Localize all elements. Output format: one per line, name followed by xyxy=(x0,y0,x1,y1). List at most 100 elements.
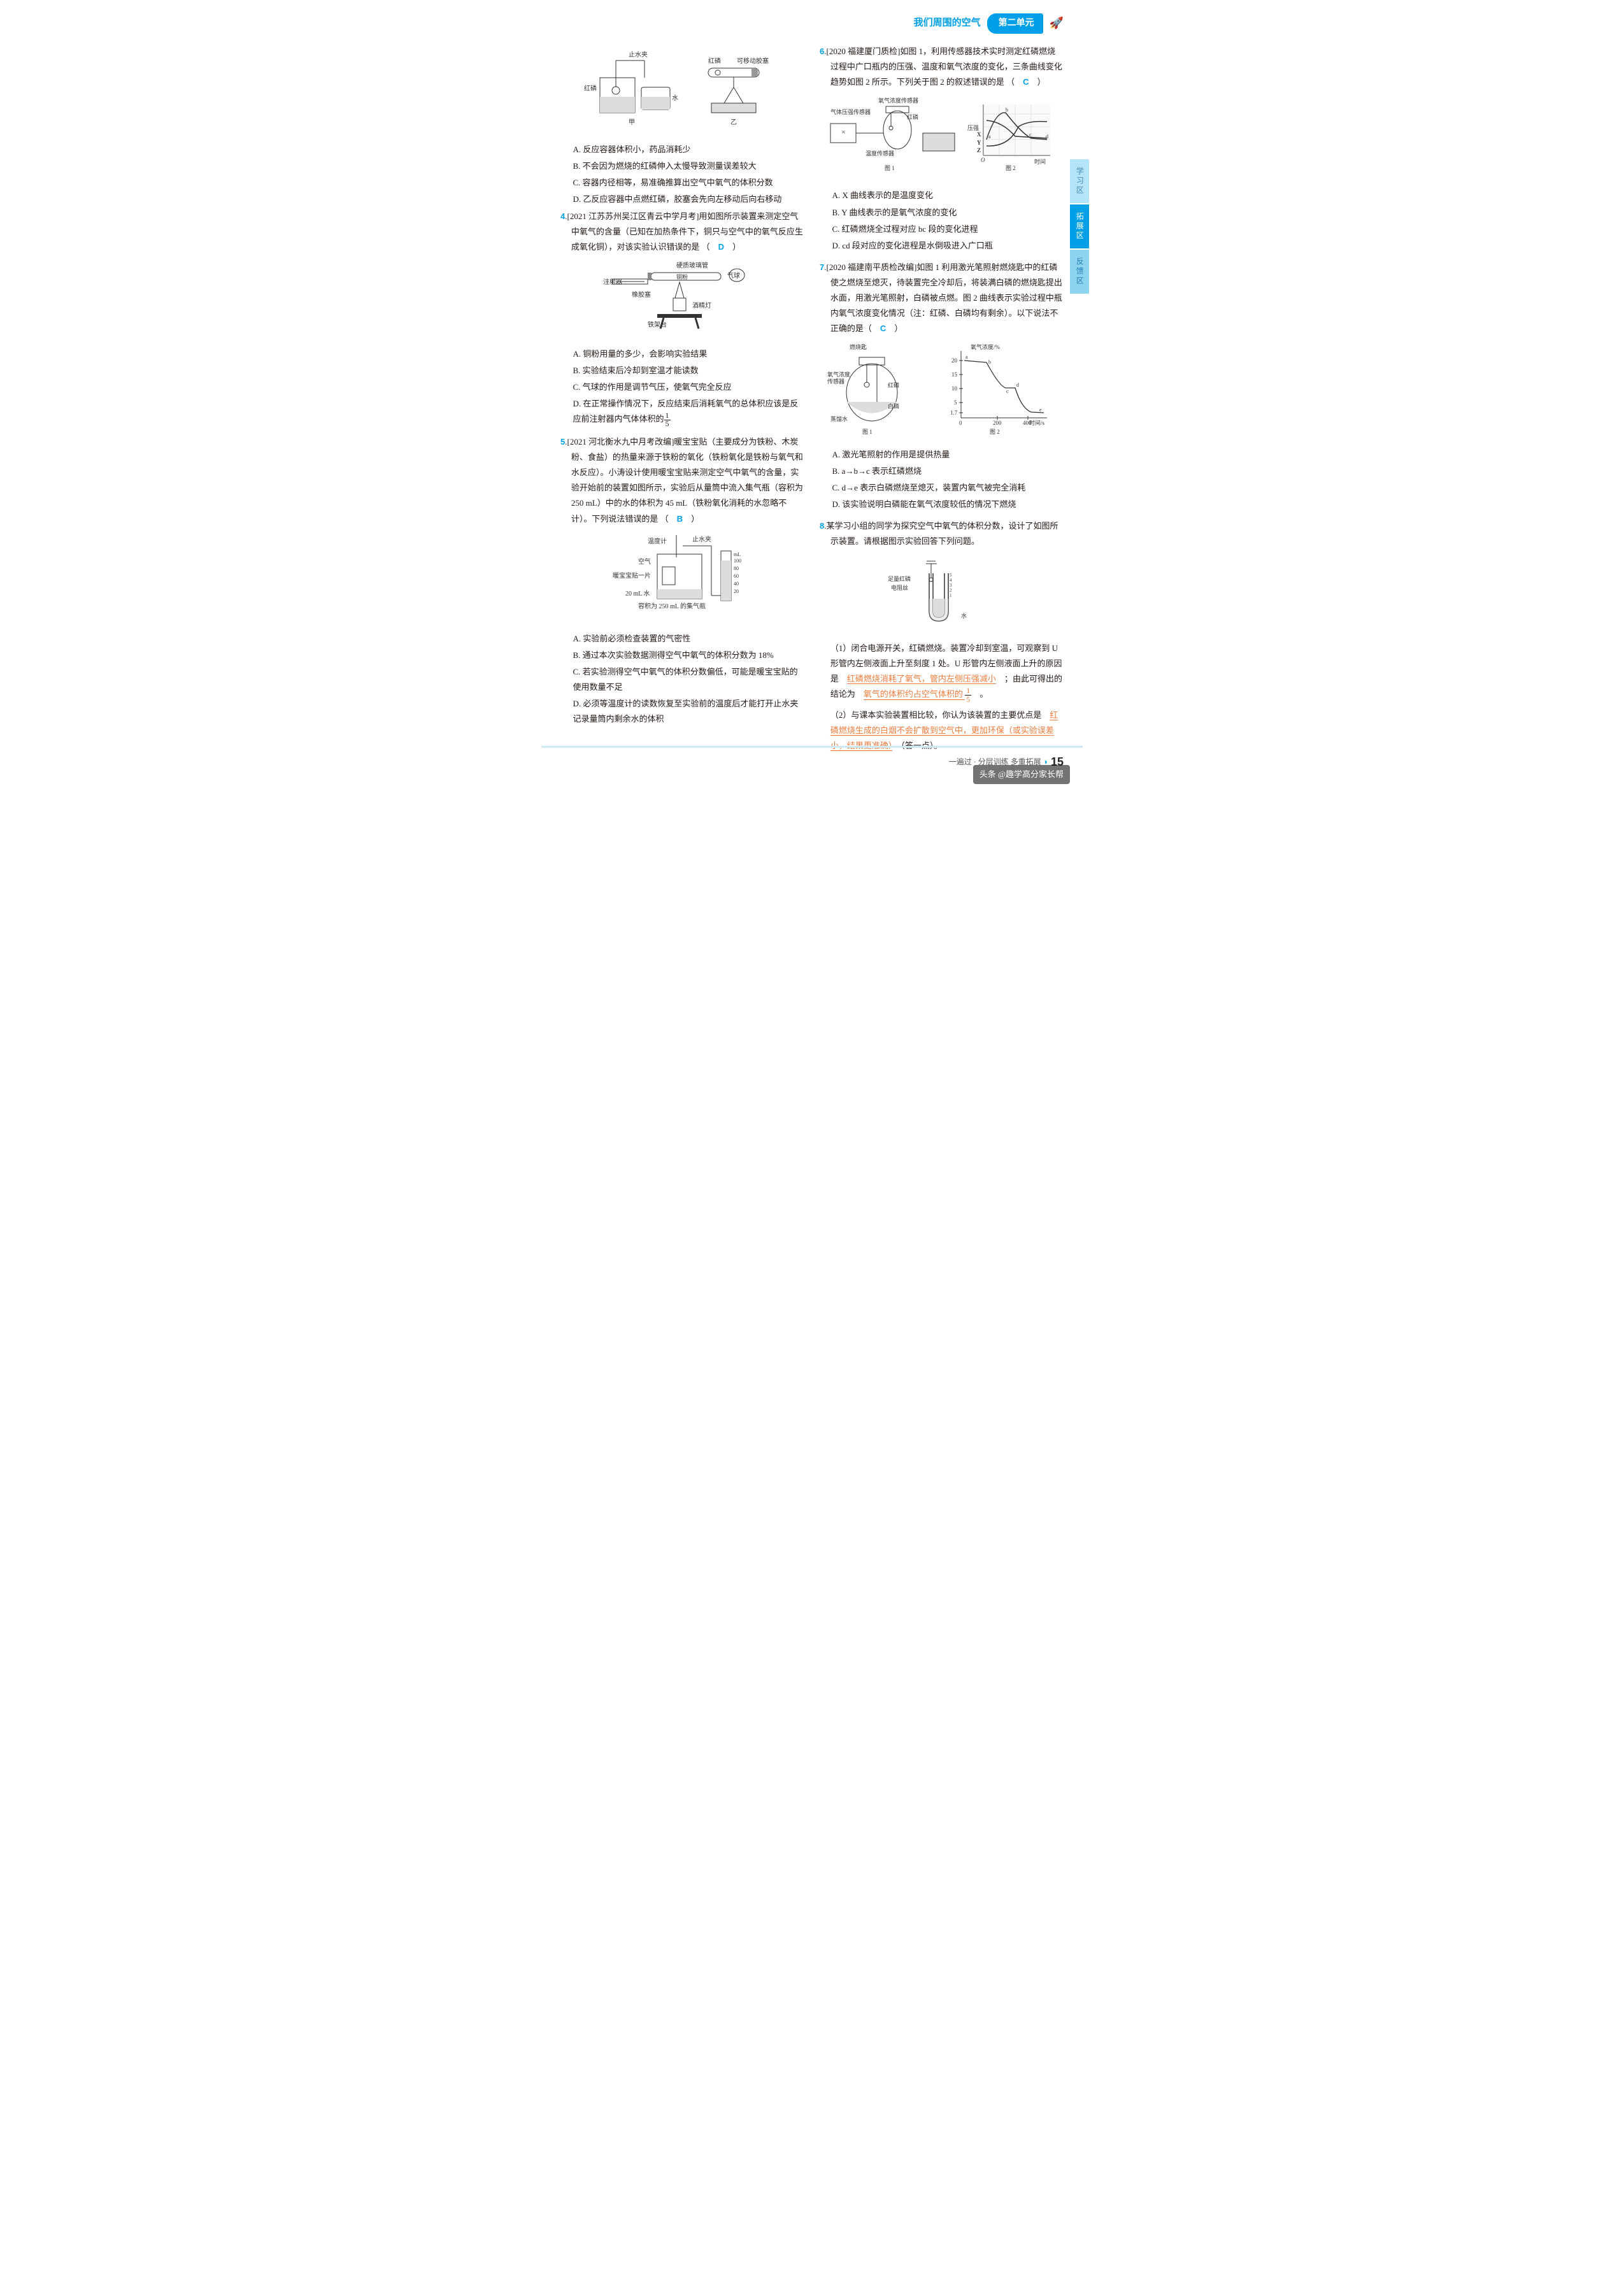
svg-text:b: b xyxy=(988,359,991,365)
svg-text:80: 80 xyxy=(734,566,739,571)
svg-text:甲: 甲 xyxy=(629,119,635,126)
svg-text:1: 1 xyxy=(950,593,952,598)
q8-p1-ans1: 红磷燃烧消耗了氧气，管内左侧压强减小 xyxy=(847,674,996,683)
svg-text:暖宝宝贴一片: 暖宝宝贴一片 xyxy=(613,571,651,580)
svg-text:图 1: 图 1 xyxy=(862,429,873,435)
q6-answer: C xyxy=(1023,77,1029,87)
svg-text:d: d xyxy=(1016,382,1019,388)
svg-text:b: b xyxy=(1006,107,1008,113)
svg-text:可移动胶塞: 可移动胶塞 xyxy=(737,57,769,65)
q6-options: A. X 曲线表示的是温度变化 B. Y 曲线表示的是氧气浓度的变化 C. 红磷… xyxy=(820,188,1064,253)
svg-text:容积为 250 mL 的集气瓶: 容积为 250 mL 的集气瓶 xyxy=(638,602,706,610)
svg-text:止水夹: 止水夹 xyxy=(629,50,648,59)
svg-text:图 2: 图 2 xyxy=(990,429,1000,435)
svg-text:时间/s: 时间/s xyxy=(1029,419,1045,426)
q7-figure: 燃烧匙 氧气浓度传感器 红磷 白磷 蒸馏水 图 1 20 15 10 5 1.7… xyxy=(820,341,1064,442)
rocket-icon: 🚀 xyxy=(1050,13,1064,34)
svg-text:足量红磷: 足量红磷 xyxy=(888,575,911,582)
svg-text:100: 100 xyxy=(734,558,741,564)
q4-num: 4 xyxy=(560,211,565,221)
svg-text:乙: 乙 xyxy=(730,118,737,126)
unit-badge: 第二单元 xyxy=(987,13,1043,34)
svg-text:白磷: 白磷 xyxy=(888,403,899,410)
svg-text:Z: Z xyxy=(977,147,981,154)
q6-figure: 氧气浓度传感器 气体压强传感器 × 红磷 温度传感器 图 1 xyxy=(820,95,1064,183)
svg-text:温度传感器: 温度传感器 xyxy=(865,150,894,157)
q5-figure: 温度计 止水夹 空气 暖宝宝贴一片 20 mL 水 容积为 250 mL 的集气… xyxy=(560,532,804,626)
svg-text:红磷: 红磷 xyxy=(708,57,721,65)
watermark: 头条 @趣学高分家长帮 xyxy=(973,765,1070,784)
svg-text:蒸馏水: 蒸馏水 xyxy=(830,415,848,422)
svg-text:4: 4 xyxy=(950,578,952,583)
q4-options: A. 铜粉用量的多少，会影响实验结果 B. 实验结束后冷却到室温才能读数 C. … xyxy=(560,346,804,429)
svg-text:燃烧匙: 燃烧匙 xyxy=(850,343,867,350)
svg-text:橡胶塞: 橡胶塞 xyxy=(632,290,651,299)
svg-text:氧气浓度/%: 氧气浓度/% xyxy=(971,343,1001,350)
svg-text:20 mL 水: 20 mL 水 xyxy=(625,590,650,597)
svg-text:硬质玻璃管: 硬质玻璃管 xyxy=(676,261,708,269)
svg-text:红磷: 红磷 xyxy=(907,113,918,120)
svg-text:空气: 空气 xyxy=(638,557,651,566)
q7-options: A. 激光笔照射的作用是提供热量 B. a→b→c 表示红磷燃烧 C. d→e … xyxy=(820,447,1064,512)
svg-text:氧气浓度传感器: 氧气浓度传感器 xyxy=(878,97,918,104)
tab-feedback[interactable]: 反馈区 xyxy=(1070,250,1089,294)
svg-text:红磷: 红磷 xyxy=(584,84,597,92)
svg-text:时间: 时间 xyxy=(1034,158,1046,165)
svg-text:压强: 压强 xyxy=(967,125,979,131)
q6-stem: 6.[2020 福建厦门质检]如图 1，利用传感器技术实时测定红磷燃烧过程中广口… xyxy=(820,44,1064,90)
svg-text:传感器: 传感器 xyxy=(827,378,844,385)
svg-text:止水夹: 止水夹 xyxy=(692,535,711,543)
q4-answer: D xyxy=(718,242,724,252)
svg-text:5: 5 xyxy=(954,399,957,406)
svg-text:气体压强传感器: 气体压强传感器 xyxy=(830,108,871,115)
q4-stem: 4.[2021 江苏苏州吴江区青云中学月考]用如图所示装置来测定空气中氧气的含量… xyxy=(560,209,804,255)
tab-expand[interactable]: 拓展区 xyxy=(1070,204,1089,248)
svg-text:图 1: 图 1 xyxy=(885,165,895,171)
svg-text:红磷: 红磷 xyxy=(888,382,899,389)
q5-options: A. 实验前必须检查装置的气密性 B. 通过本次实验数据测得空气中氧气的体积分数… xyxy=(560,631,804,727)
svg-text:Y: Y xyxy=(977,139,981,146)
svg-text:水: 水 xyxy=(672,94,678,102)
svg-text:c: c xyxy=(1006,389,1009,394)
q8-p1: （1）闭合电源开关，红磷燃烧。装置冷却到室温，可观察到 U 形管内左侧液面上升至… xyxy=(820,641,1064,704)
svg-text:c: c xyxy=(1029,132,1032,138)
svg-text:水: 水 xyxy=(961,612,967,619)
q3-opt-a: A. 反应容器体积小，药品消耗少 xyxy=(573,142,805,157)
tab-study[interactable]: 学习区 xyxy=(1070,159,1089,203)
q5-answer: B xyxy=(677,514,683,524)
svg-text:60: 60 xyxy=(734,573,739,579)
svg-text:酒精灯: 酒精灯 xyxy=(692,301,711,310)
svg-text:e: e xyxy=(1039,407,1042,413)
svg-text:40: 40 xyxy=(734,581,739,587)
q3-opt-c: C. 容器内径相等，易准确推算出空气中氧气的体积分数 xyxy=(573,175,805,190)
svg-text:X: X xyxy=(977,131,981,138)
header-title: 我们周围的空气 xyxy=(914,15,981,32)
q3-opt-d: D. 乙反应容器中点燃红磷，胶塞会先向左移动后向右移动 xyxy=(573,192,805,207)
svg-text:氧气浓度: 氧气浓度 xyxy=(827,371,850,378)
svg-text:200: 200 xyxy=(993,420,1002,426)
q5-stem: 5.[2021 河北衡水九中月考改编]暖宝宝贴（主要成分为铁粉、木炭粉、食盐）的… xyxy=(560,434,804,526)
svg-text:1.7: 1.7 xyxy=(950,410,958,416)
svg-text:5: 5 xyxy=(950,573,952,578)
q3-options: A. 反应容器体积小，药品消耗少 B. 不会因为燃烧的红磷伸入太慢导致测量误差较… xyxy=(560,142,804,207)
svg-text:O: O xyxy=(981,157,985,163)
q7-stem: 7.[2020 福建南平质检改编]如图 1 利用激光笔照射燃烧匙中的红磷使之燃烧… xyxy=(820,260,1064,336)
svg-text:2: 2 xyxy=(950,588,952,593)
svg-text:d: d xyxy=(1046,134,1048,139)
svg-text:×: × xyxy=(841,127,846,136)
svg-text:20: 20 xyxy=(951,357,958,364)
svg-text:10: 10 xyxy=(951,385,958,392)
svg-text:a: a xyxy=(965,354,968,360)
q3-figure: 止水夹 红磷 水 甲 红磷 可移动胶塞 乙 xyxy=(560,49,804,137)
svg-text:温度计: 温度计 xyxy=(648,537,667,545)
q3-opt-b: B. 不会因为燃烧的红磷伸入太慢导致测量误差较大 xyxy=(573,159,805,174)
svg-text:图 2: 图 2 xyxy=(1006,165,1016,171)
svg-text:15: 15 xyxy=(951,371,958,378)
q8-stem: 8.某学习小组的同学为探究空气中氧气的体积分数，设计了如图所示装置。请根据图示实… xyxy=(820,518,1064,549)
svg-text:20: 20 xyxy=(734,589,739,594)
svg-text:0: 0 xyxy=(959,420,962,426)
svg-text:a: a xyxy=(988,134,991,139)
q7-answer: C xyxy=(880,324,886,333)
svg-text:mL: mL xyxy=(734,552,741,557)
q8-figure: 足量红磷 电阻丝 54321 水 xyxy=(820,554,1064,636)
